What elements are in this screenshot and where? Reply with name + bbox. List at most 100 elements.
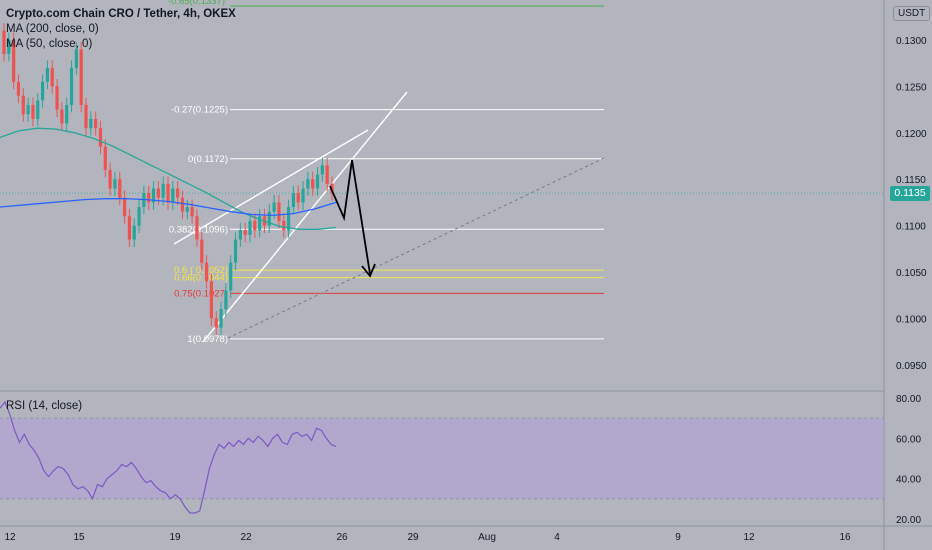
candle-body [204, 262, 209, 282]
candle-body [151, 188, 156, 203]
time-tick-label: 12 [4, 532, 16, 543]
last-price-badge: 0.1135 [890, 186, 930, 201]
candle-body [325, 165, 329, 184]
candle-body [296, 193, 300, 203]
rsi-tick-label: 80.00 [896, 394, 921, 405]
candle-body [306, 179, 310, 189]
candle-body [238, 230, 242, 240]
candle-body [98, 128, 103, 147]
rsi-tick-label: 40.00 [896, 475, 921, 486]
ma200-line [0, 198, 337, 217]
fib-level-label: 0(0.1172) [188, 154, 228, 165]
candle-body [224, 290, 228, 310]
candle-body [45, 67, 50, 82]
candle-body [127, 216, 132, 240]
candle-body [272, 202, 276, 212]
candle-body [185, 207, 189, 212]
candle-body [65, 104, 69, 124]
candle-body [16, 81, 21, 96]
price-tick-label: 0.1250 [896, 82, 927, 93]
ma50-line [0, 127, 337, 230]
candle-body [176, 188, 180, 198]
arrow-head [361, 263, 376, 278]
rsi-legend: RSI (14, close) [6, 399, 82, 414]
candle-body [243, 230, 247, 235]
ma50-label[interactable]: MA (50, close, 0) [6, 38, 93, 50]
candle-body [267, 211, 271, 226]
rsi-tick-label: 20.00 [896, 515, 921, 526]
candle-body [219, 309, 223, 328]
rsi-label[interactable]: RSI (14, close) [6, 400, 83, 412]
fib-level-label: 0.75(0.1027) [174, 288, 228, 299]
wedge-upper-line [173, 129, 369, 245]
time-tick-label: 22 [240, 532, 252, 543]
candle-body [137, 207, 141, 226]
symbol-title[interactable]: Crypto.com Chain CRO / Tether, 4h, OKEX [6, 8, 236, 20]
candle-body [195, 216, 199, 240]
candle-body [282, 220, 286, 231]
fib-level-label: 1(0.0978) [187, 334, 228, 345]
price-tick-label: 0.1000 [896, 314, 927, 325]
time-tick-label: 12 [743, 532, 755, 543]
candle-body [122, 197, 127, 217]
candle-body [253, 220, 257, 231]
time-tick-label: 19 [169, 532, 181, 543]
candle-body [118, 179, 122, 198]
time-tick-label: 9 [675, 532, 681, 543]
candle-body [291, 193, 296, 208]
candle-body [171, 188, 175, 203]
candle-body [55, 86, 59, 110]
time-tick-label: 16 [839, 532, 851, 543]
candle-body [94, 118, 98, 129]
candle-body [7, 40, 11, 54]
candle-body [103, 146, 107, 170]
candle-body [320, 165, 324, 175]
price-tick-label: 0.1050 [896, 268, 927, 279]
projection-arrow [329, 159, 371, 275]
wedge-lower-line [202, 91, 408, 343]
candle-body [190, 207, 194, 217]
candle-body [200, 239, 204, 263]
candle-body [50, 67, 54, 87]
candle-body [277, 202, 281, 221]
rsi-line [0, 400, 337, 514]
candle-body [89, 118, 93, 129]
candle-body [108, 169, 112, 189]
time-tick-label: 26 [336, 532, 348, 543]
candle-body [286, 207, 291, 231]
candle-body [2, 30, 6, 54]
rsi-band [0, 418, 884, 499]
candle-body [132, 225, 136, 240]
candle-body [60, 109, 64, 124]
fib-level-label: -0.27(0.1225) [171, 105, 228, 116]
candle-body [180, 197, 185, 212]
ma200-label[interactable]: MA (200, close, 0) [6, 23, 99, 35]
candle-body [315, 174, 320, 189]
candle-body [69, 67, 74, 105]
candle-body [40, 81, 45, 101]
currency-unit-label[interactable]: USDT [893, 6, 931, 21]
candle-body [248, 220, 252, 235]
candle-body [84, 104, 88, 129]
candle-body [161, 183, 165, 198]
dashed-trendline [227, 157, 605, 339]
candle-body [26, 104, 30, 115]
candle-body [79, 49, 83, 105]
candle-body [311, 179, 315, 189]
candle-body [156, 188, 160, 198]
candle-body [233, 239, 238, 263]
time-tick-label: Aug [478, 532, 496, 543]
time-tick-label: 29 [407, 532, 419, 543]
time-tick-label: 4 [554, 532, 560, 543]
price-tick-label: 0.1200 [896, 129, 927, 140]
time-tick-label: 15 [73, 532, 85, 543]
candle-body [31, 104, 35, 119]
candle-body [209, 281, 214, 319]
candle-body [12, 40, 16, 82]
fib-label-top: -0.65(0.1337) [168, 0, 225, 7]
price-tick-label: 0.1100 [896, 222, 926, 233]
candle-body [74, 49, 78, 68]
candle-body [229, 262, 233, 291]
rsi-tick-label: 60.00 [896, 434, 921, 445]
